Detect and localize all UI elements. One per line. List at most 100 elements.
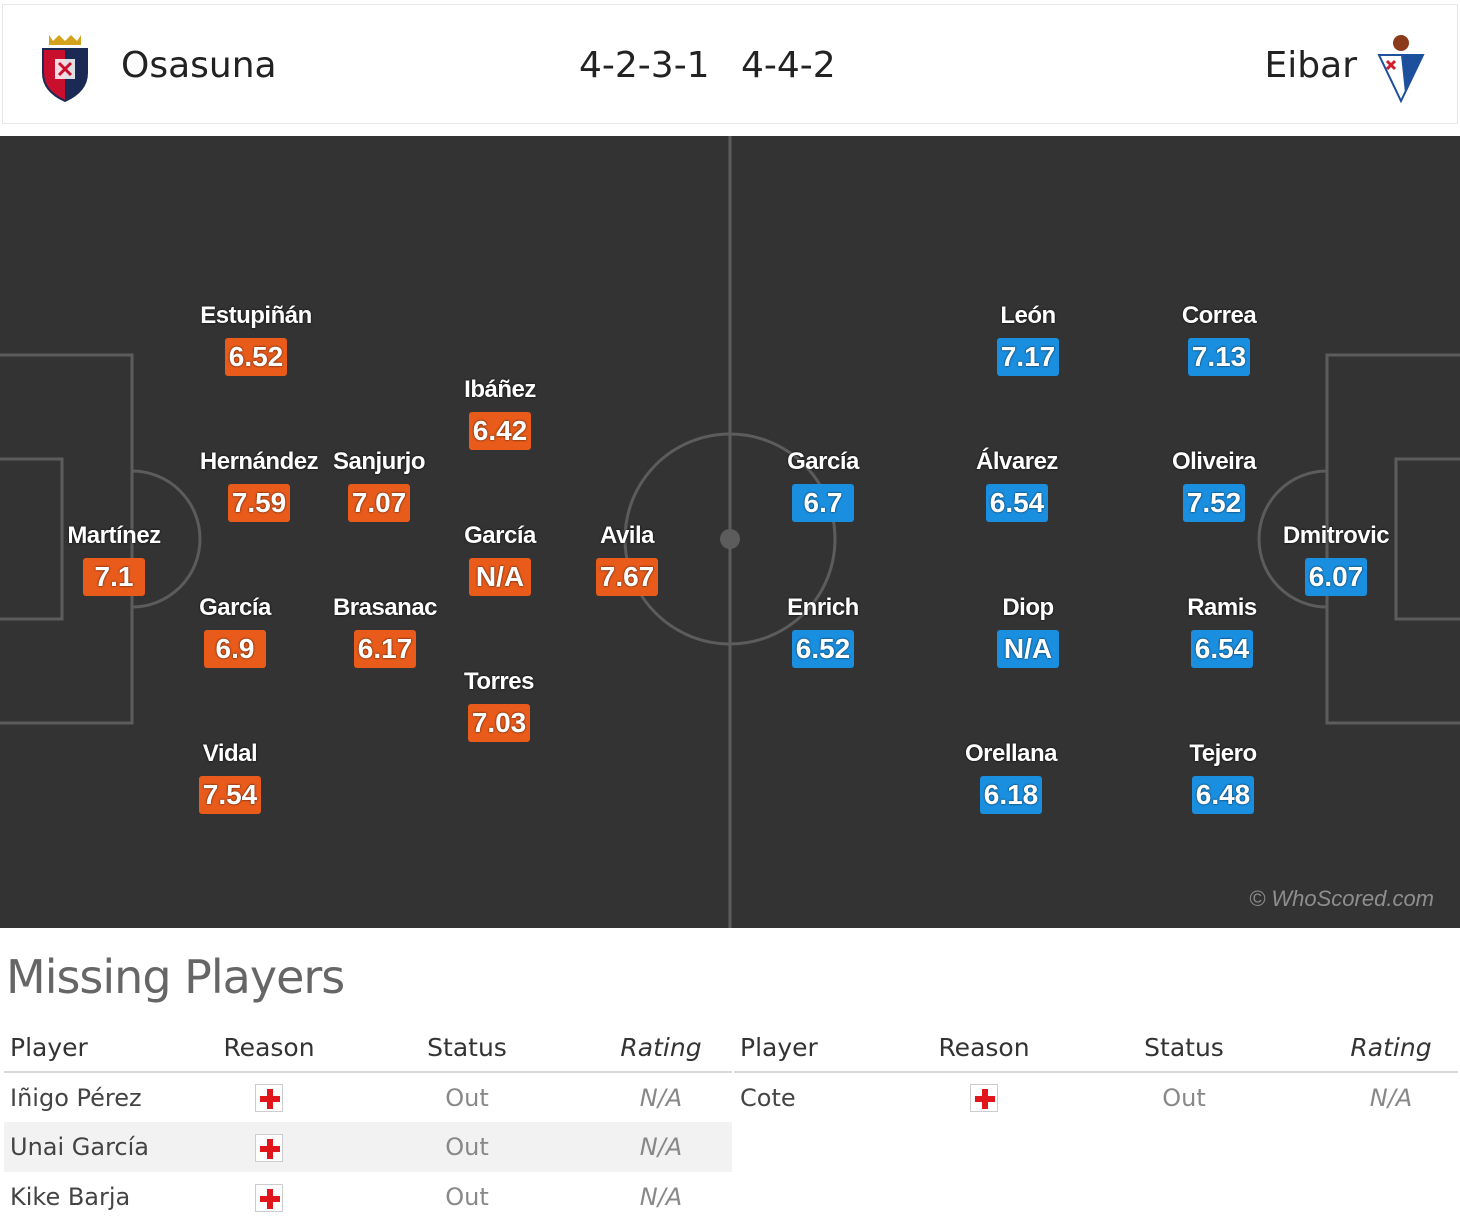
player-rating: 7.67 — [595, 558, 659, 596]
rating-cell: N/A — [1369, 1083, 1413, 1112]
player-away-enrich[interactable]: Enrich 6.52 — [743, 594, 903, 668]
status-cell: Out — [1162, 1083, 1206, 1112]
player-name[interactable]: Kike Barja — [10, 1183, 131, 1211]
player-home-torres[interactable]: Torres 7.03 — [419, 668, 579, 742]
player-name[interactable]: Unai García — [4, 1122, 194, 1172]
player-rating: 6.07 — [1304, 558, 1368, 596]
player-rating: 7.59 — [227, 484, 291, 522]
player-name: Tejero — [1189, 740, 1257, 767]
table-header-row: Player Reason Status Rating — [4, 1024, 732, 1073]
player-home-avila[interactable]: Avila 7.67 — [547, 522, 707, 596]
player-away-alvarez[interactable]: Álvarez 6.54 — [937, 448, 1097, 522]
player-home-hernandez[interactable]: Hernández 7.59 — [179, 448, 339, 522]
injury-icon[interactable] — [255, 1084, 283, 1112]
player-rating: 7.03 — [467, 704, 531, 742]
column-header-status[interactable]: Status — [344, 1024, 590, 1073]
table-header-row: Player Reason Status Rating — [734, 1024, 1458, 1073]
player-name: García — [199, 594, 271, 621]
column-header-status[interactable]: Status — [1044, 1024, 1324, 1073]
player-home-sanjurjo[interactable]: Sanjurjo 7.07 — [299, 448, 459, 522]
player-away-leon[interactable]: León 7.17 — [948, 302, 1108, 376]
player-rating: 7.1 — [83, 558, 145, 596]
player-home-vidal[interactable]: Vidal 7.54 — [150, 740, 310, 814]
player-name: Torres — [464, 668, 534, 695]
player-name: Ibáñez — [464, 376, 536, 403]
player-rating: 7.07 — [347, 484, 411, 522]
missing-players-title: Missing Players — [6, 950, 345, 1004]
player-name: Sanjurjo — [332, 448, 426, 475]
player-rating: 7.52 — [1182, 484, 1246, 522]
player-name: Diop — [1002, 594, 1054, 621]
watermark: © WhoScored.com — [1249, 886, 1434, 911]
player-rating: 6.52 — [224, 338, 288, 376]
player-name[interactable]: Cote — [740, 1083, 796, 1112]
player-home-brasanac[interactable]: Brasanac 6.17 — [305, 594, 465, 668]
player-rating: 6.42 — [468, 412, 532, 450]
table-row: Kike Barja Out N/A — [4, 1172, 732, 1220]
player-home-martinez[interactable]: Martínez 7.1 — [34, 522, 194, 596]
player-name: García — [787, 448, 859, 475]
player-name: Dmitrovic — [1282, 522, 1390, 549]
column-header-reason[interactable]: Reason — [194, 1024, 344, 1073]
column-header-reason[interactable]: Reason — [924, 1024, 1044, 1073]
player-name: Correa — [1181, 302, 1257, 329]
reason-cell — [924, 1072, 1044, 1122]
player-rating: 7.17 — [996, 338, 1060, 376]
player-away-oliveira[interactable]: Oliveira 7.52 — [1134, 448, 1294, 522]
table-row: Unai García Out N/A — [4, 1122, 732, 1172]
injury-icon[interactable] — [970, 1084, 998, 1112]
player-home-garcia[interactable]: García 6.9 — [155, 594, 315, 668]
injury-icon[interactable] — [255, 1133, 283, 1162]
player-rating: 6.7 — [792, 484, 854, 522]
osasuna-crest-icon — [42, 35, 88, 103]
player-name: Orellana — [964, 740, 1058, 767]
player-away-correa[interactable]: Correa 7.13 — [1139, 302, 1299, 376]
player-away-dmitrovic[interactable]: Dmitrovic 6.07 — [1256, 522, 1416, 596]
status-cell: Out — [344, 1122, 590, 1172]
table-row: Cote Out N/A — [734, 1072, 1458, 1122]
player-rating: 6.48 — [1191, 776, 1255, 814]
player-name: Álvarez — [976, 448, 1058, 475]
player-home-estupinan[interactable]: Estupiñán 6.52 — [176, 302, 336, 376]
away-formation: 4-4-2 — [741, 45, 836, 86]
player-rating: N/A — [469, 558, 531, 596]
rating-cell: N/A — [639, 1083, 683, 1112]
player-rating: 6.17 — [353, 630, 417, 668]
player-rating: 7.13 — [1187, 338, 1251, 376]
column-header-rating[interactable]: Rating — [590, 1024, 732, 1073]
player-away-garcia[interactable]: García 6.7 — [743, 448, 903, 522]
player-rating: 6.18 — [979, 776, 1043, 814]
player-name: Hernández — [199, 448, 319, 475]
home-formation: 4-2-3-1 — [579, 45, 710, 86]
column-header-player[interactable]: Player — [734, 1024, 924, 1073]
player-name: Oliveira — [1171, 448, 1257, 475]
away-team-name[interactable]: Eibar — [1264, 45, 1357, 86]
player-away-tejero[interactable]: Tejero 6.48 — [1143, 740, 1303, 814]
player-away-ramis[interactable]: Ramis 6.54 — [1142, 594, 1302, 668]
column-header-rating[interactable]: Rating — [1324, 1024, 1458, 1073]
column-header-player[interactable]: Player — [4, 1024, 194, 1073]
player-rating: N/A — [997, 630, 1059, 668]
player-name[interactable]: Iñigo Pérez — [10, 1083, 142, 1112]
status-cell: Out — [445, 1183, 489, 1211]
player-rating: 6.9 — [204, 630, 266, 668]
player-home-ibanez[interactable]: Ibáñez 6.42 — [420, 376, 580, 450]
player-name: Vidal — [202, 740, 258, 767]
table-row: Iñigo Pérez Out N/A — [4, 1072, 732, 1122]
reason-cell — [194, 1172, 344, 1220]
player-name: Enrich — [787, 594, 859, 621]
player-rating: 7.54 — [198, 776, 262, 814]
player-name: García — [464, 522, 536, 549]
pitch-markings — [0, 136, 1460, 928]
injury-icon[interactable] — [255, 1183, 283, 1212]
home-team-name[interactable]: Osasuna — [121, 45, 277, 86]
player-away-orellana[interactable]: Orellana 6.18 — [931, 740, 1091, 814]
player-away-diop[interactable]: Diop N/A — [948, 594, 1108, 668]
player-name: Brasanac — [332, 594, 438, 621]
player-home-garcia-2[interactable]: García N/A — [420, 522, 580, 596]
reason-cell — [194, 1122, 344, 1172]
player-rating: 6.54 — [1190, 630, 1254, 668]
missing-players-home-table: Player Reason Status Rating Iñigo Pérez … — [4, 1024, 732, 1220]
rating-cell: N/A — [590, 1122, 732, 1172]
rating-cell: N/A — [639, 1183, 683, 1211]
